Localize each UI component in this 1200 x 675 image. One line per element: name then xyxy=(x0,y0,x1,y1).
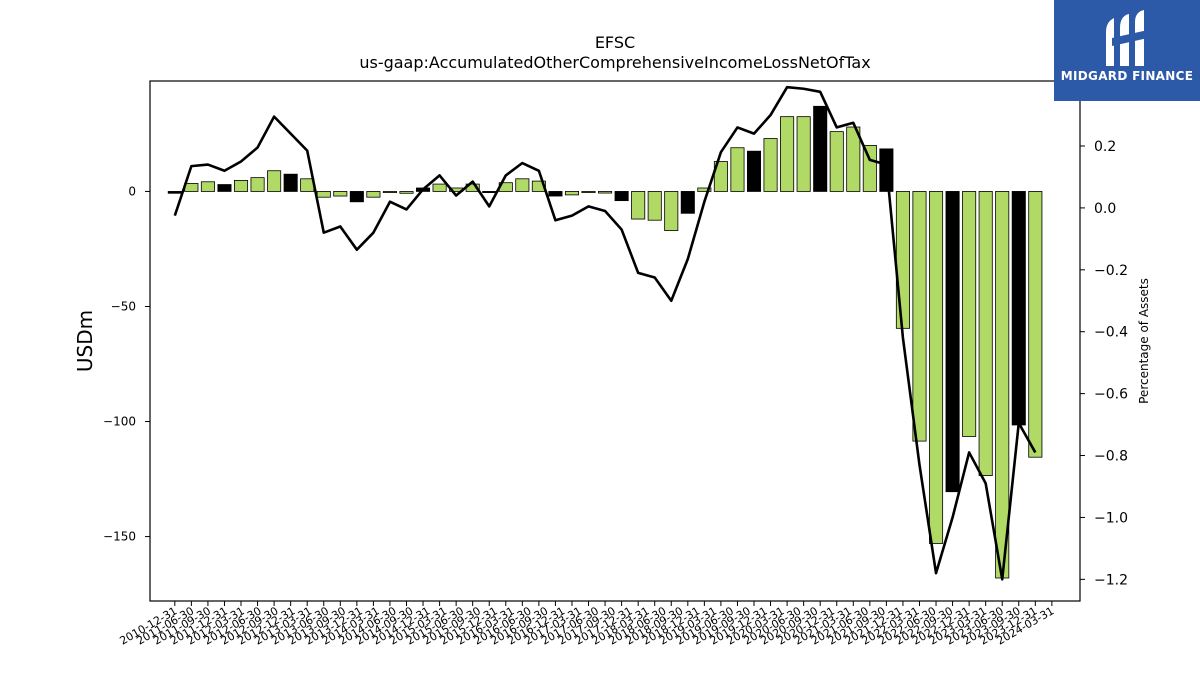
bar xyxy=(548,191,563,197)
bar xyxy=(813,105,828,192)
bar xyxy=(862,145,877,192)
bar xyxy=(482,191,497,193)
bar xyxy=(763,138,778,192)
bar xyxy=(697,187,712,192)
right-y-tick-label: −1.0 xyxy=(1094,510,1128,526)
bar xyxy=(995,191,1010,579)
bar xyxy=(746,150,762,192)
right-y-tick-label: 0.0 xyxy=(1094,201,1116,217)
bar xyxy=(895,191,910,329)
bar xyxy=(200,181,215,192)
bar xyxy=(962,191,977,437)
x-axis: 2010-12-312011-06-302011-09-302011-12-31… xyxy=(117,601,1056,648)
bar xyxy=(713,161,728,192)
bar xyxy=(598,191,613,194)
right-y-tick-label: −0.2 xyxy=(1094,263,1128,279)
bar xyxy=(382,191,397,193)
bar-series xyxy=(167,105,1043,579)
bar xyxy=(267,170,282,192)
bar xyxy=(333,191,348,197)
left-y-axis-label: USDm xyxy=(73,310,97,372)
bar xyxy=(1028,191,1043,458)
left-y-tick-label: −100 xyxy=(103,415,136,429)
bar xyxy=(300,178,315,192)
bar xyxy=(796,116,811,192)
bar xyxy=(664,191,679,231)
bar xyxy=(366,191,381,198)
plot-frame xyxy=(149,80,1081,602)
bar xyxy=(515,178,530,192)
percentage-of-assets-line xyxy=(173,85,1037,581)
right-y-tick-label: −0.8 xyxy=(1094,449,1128,465)
logo-text: MIDGARD FINANCE xyxy=(1060,69,1194,83)
bar xyxy=(780,116,795,192)
bar xyxy=(730,147,745,192)
bar xyxy=(283,173,298,192)
bar xyxy=(846,126,861,192)
chart-title: EFSC xyxy=(594,33,636,52)
left-y-axis: 0 −50 −100 −150 xyxy=(103,184,150,544)
bar xyxy=(929,191,944,544)
bar xyxy=(349,191,364,203)
right-y-tick-label: −0.4 xyxy=(1094,325,1128,341)
bar xyxy=(250,177,265,192)
left-y-tick-label: 0 xyxy=(128,184,136,198)
right-y-tick-label: −1.2 xyxy=(1094,572,1128,588)
bar xyxy=(945,191,960,493)
bar xyxy=(614,191,629,202)
bar xyxy=(167,191,182,194)
midgard-finance-logo: MIDGARD FINANCE xyxy=(1054,0,1200,101)
bar xyxy=(1011,191,1026,426)
bar xyxy=(631,191,646,220)
bar xyxy=(399,191,414,194)
bar xyxy=(680,191,695,214)
midgard-logo-icon xyxy=(1106,10,1148,66)
bar xyxy=(581,191,596,193)
bar xyxy=(184,182,199,192)
chart-subtitle: us-gaap:AccumulatedOtherComprehensiveInc… xyxy=(359,53,871,72)
bar xyxy=(233,179,249,192)
right-y-axis: 0.40.20.0−0.2−0.4−0.6−0.8−1.0−1.2 xyxy=(1080,77,1128,588)
bar xyxy=(531,180,546,192)
right-y-axis-label: Percentage of Assets xyxy=(1137,278,1151,404)
left-y-tick-label: −150 xyxy=(103,530,136,544)
bar xyxy=(217,184,232,192)
bar xyxy=(829,131,844,192)
bar xyxy=(647,191,662,221)
left-y-tick-label: −50 xyxy=(111,299,136,313)
bar xyxy=(564,191,579,196)
right-y-tick-label: 0.2 xyxy=(1094,139,1116,155)
right-y-tick-label: −0.6 xyxy=(1094,387,1128,403)
bar xyxy=(316,191,331,198)
bar xyxy=(432,183,447,192)
bar xyxy=(912,191,927,442)
bar xyxy=(978,191,993,477)
